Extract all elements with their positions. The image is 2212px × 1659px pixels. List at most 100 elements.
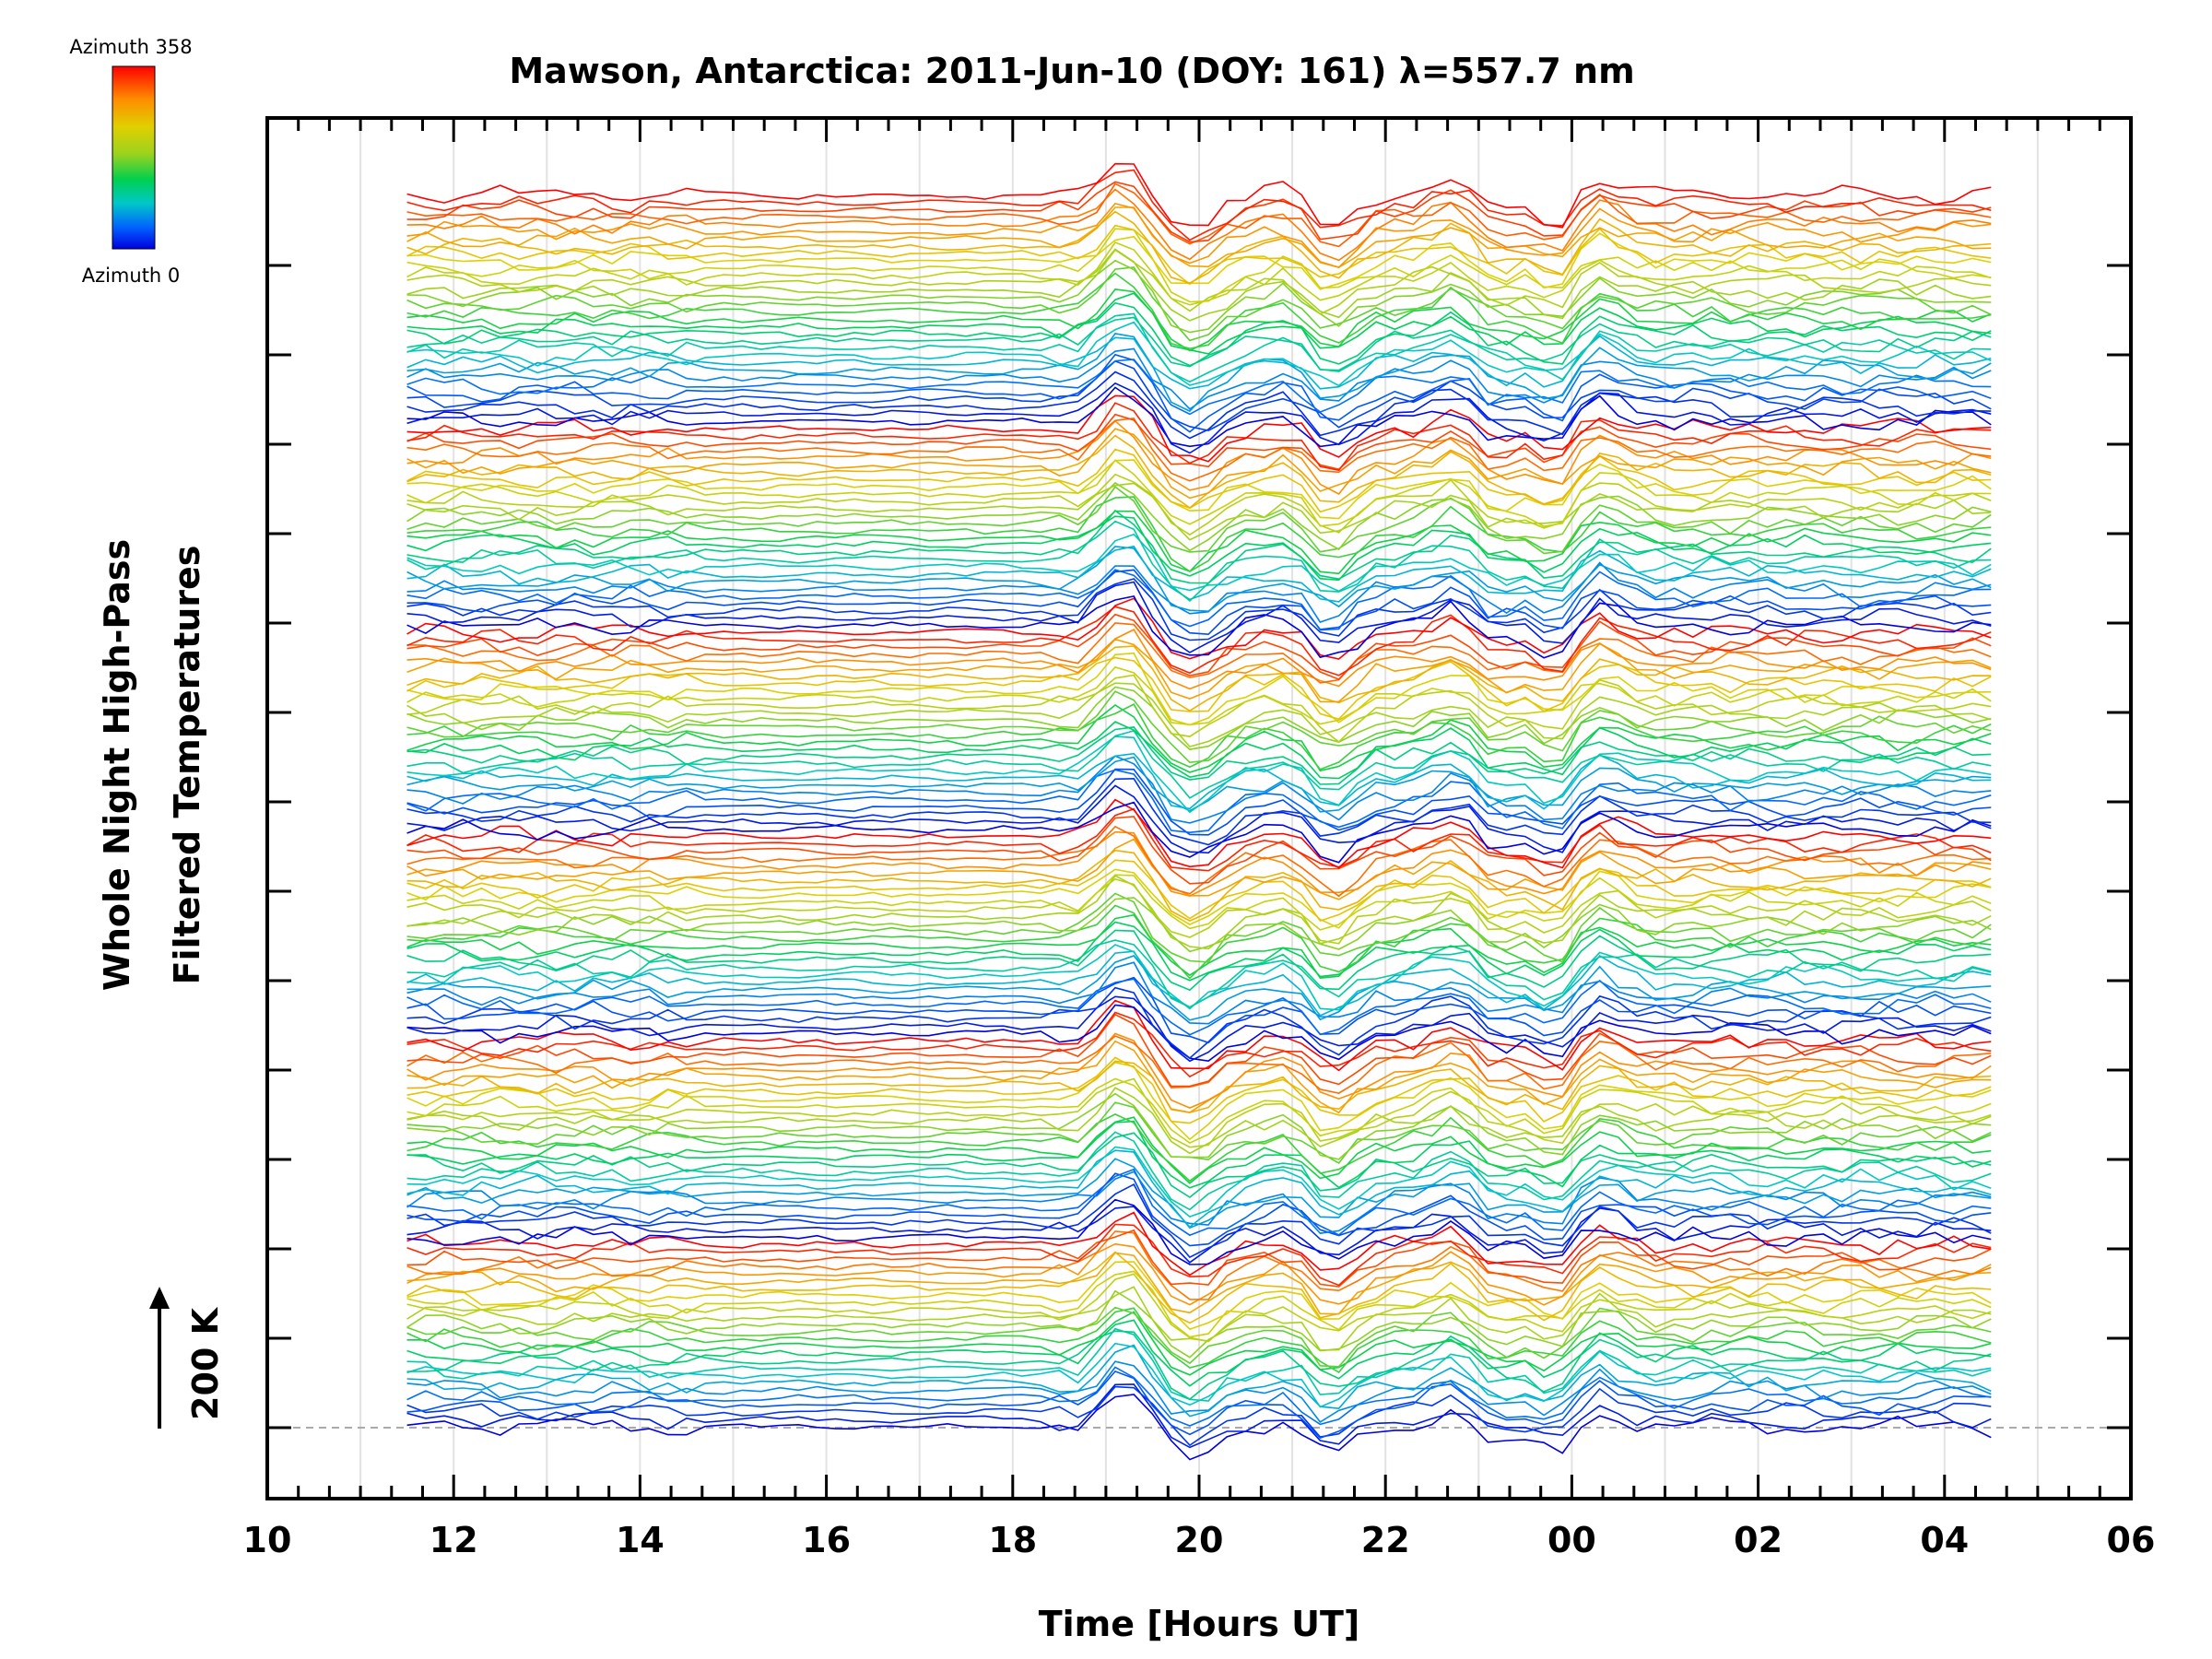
temperature-trace: [406, 206, 1992, 269]
temperature-trace: [406, 1092, 1992, 1160]
temperature-trace: [406, 755, 1992, 824]
temperature-trace: [406, 875, 1992, 950]
temperature-trace: [406, 613, 1992, 681]
temperature-trace: [406, 1206, 1992, 1264]
temperature-trace: [406, 162, 1992, 229]
x-tick-label: 16: [802, 1520, 851, 1560]
chart-title: Mawson, Antarctica: 2011-Jun-10 (DOY: 16…: [509, 51, 1634, 91]
temperature-trace: [406, 248, 1992, 322]
temperature-trace: [406, 448, 1992, 513]
temperature-trace: [406, 545, 1992, 603]
scale-bar-arrowhead: [149, 1287, 170, 1309]
temperature-trace: [406, 486, 1992, 555]
temperature-trace: [406, 1061, 1992, 1141]
temperature-trace: [406, 249, 1992, 315]
temperature-trace: [406, 321, 1992, 387]
temperature-trace: [406, 944, 1992, 1011]
temperature-trace: [406, 1040, 1992, 1114]
temperature-trace: [406, 1211, 1992, 1277]
temperature-trace: [406, 301, 1992, 367]
temperature-trace: [406, 1120, 1992, 1189]
temperature-trace: [406, 1116, 1992, 1184]
x-tick-label: 10: [243, 1520, 292, 1560]
temperature-trace: [406, 1230, 1992, 1300]
temperature-trace: [406, 735, 1992, 814]
temperature-trace: [406, 929, 1992, 992]
temperature-trace: [406, 849, 1992, 922]
temperature-trace: [406, 428, 1992, 500]
temperature-trace: [406, 769, 1992, 834]
temperature-trace: [406, 272, 1992, 349]
temperature-trace: [406, 1252, 1992, 1315]
temperature-trace: [406, 335, 1992, 390]
temperature-trace: [406, 729, 1992, 799]
temperature-trace: [406, 1307, 1992, 1374]
temperature-trace: [406, 312, 1992, 383]
temperature-trace: [406, 686, 1992, 750]
temperature-trace: [406, 1101, 1992, 1165]
temperature-trace: [406, 622, 1992, 684]
temperature-trace: [406, 1319, 1992, 1387]
temperature-trace: [406, 181, 1992, 243]
temperature-trace: [406, 1344, 1992, 1418]
scale-bar: 200 K: [149, 1287, 226, 1429]
temperature-trace: [406, 874, 1992, 931]
temperature-trace: [406, 417, 1992, 482]
temperature-trace: [406, 241, 1992, 306]
temperature-trace: [406, 292, 1992, 355]
temperature-trace: [406, 995, 1992, 1063]
temperature-trace: [406, 752, 1992, 810]
temperature-trace: [406, 413, 1992, 471]
scale-bar-label: 200 K: [185, 1306, 226, 1420]
x-tick-label: 06: [2107, 1520, 2156, 1560]
temperature-trace: [406, 459, 1992, 527]
temperature-trace: [406, 1013, 1992, 1088]
temperature-trace: [406, 838, 1992, 900]
temperature-trace: [406, 581, 1992, 653]
temperature-trace: [406, 1011, 1992, 1078]
temperature-trace: [406, 645, 1992, 712]
temperature-trace: [406, 1004, 1992, 1063]
temperature-trace: [406, 333, 1992, 413]
temperature-trace: [406, 1270, 1992, 1338]
temperature-trace: [406, 359, 1992, 416]
temperature-trace: [406, 726, 1992, 785]
temperature-trace: [406, 203, 1992, 269]
temperature-trace: [406, 386, 1992, 448]
temperature-trace: [406, 798, 1992, 869]
temperature-trace: [406, 359, 1992, 431]
temperature-trace: [406, 1370, 1992, 1440]
temperature-trace: [406, 353, 1992, 433]
y-axis-label-line-1: Whole Night High-Pass: [97, 539, 137, 991]
temperature-trace: [406, 210, 1992, 284]
x-tick-label: 04: [1920, 1520, 1969, 1560]
temperature-trace: [406, 1366, 1992, 1427]
temperature-trace: [406, 347, 1992, 410]
temperature-trace: [406, 999, 1992, 1072]
temperature-trace: [406, 1306, 1992, 1368]
temperature-trace: [406, 482, 1992, 541]
temperature-trace: [406, 825, 1992, 898]
y-axis-label-line-2: Filtered Temperatures: [167, 546, 207, 985]
temperature-trace: [406, 578, 1992, 641]
temperature-trace: [406, 546, 1992, 613]
temperature-trace: [406, 1158, 1992, 1230]
temperature-trace: [406, 1132, 1992, 1198]
temperature-trace: [406, 868, 1992, 929]
x-tick-labels: 10 12 14 16 18 20 22 00 02 04 06: [243, 1520, 2156, 1560]
temperature-trace: [406, 259, 1992, 334]
x-tick-label: 14: [616, 1520, 665, 1560]
temperature-trace: [406, 419, 1992, 496]
temperature-trace: [406, 1077, 1992, 1145]
temperature-trace: [406, 1251, 1992, 1324]
temperature-trace: [406, 1168, 1992, 1237]
temperature-trace: [406, 520, 1992, 602]
plot-frame: [265, 116, 2133, 1500]
temperature-trace: [406, 721, 1992, 780]
x-tick-label: 00: [1547, 1520, 1596, 1560]
temperature-trace: [406, 656, 1992, 721]
temperature-trace: [406, 232, 1992, 290]
temperature-trace: [406, 904, 1992, 980]
temperature-trace: [406, 986, 1992, 1060]
